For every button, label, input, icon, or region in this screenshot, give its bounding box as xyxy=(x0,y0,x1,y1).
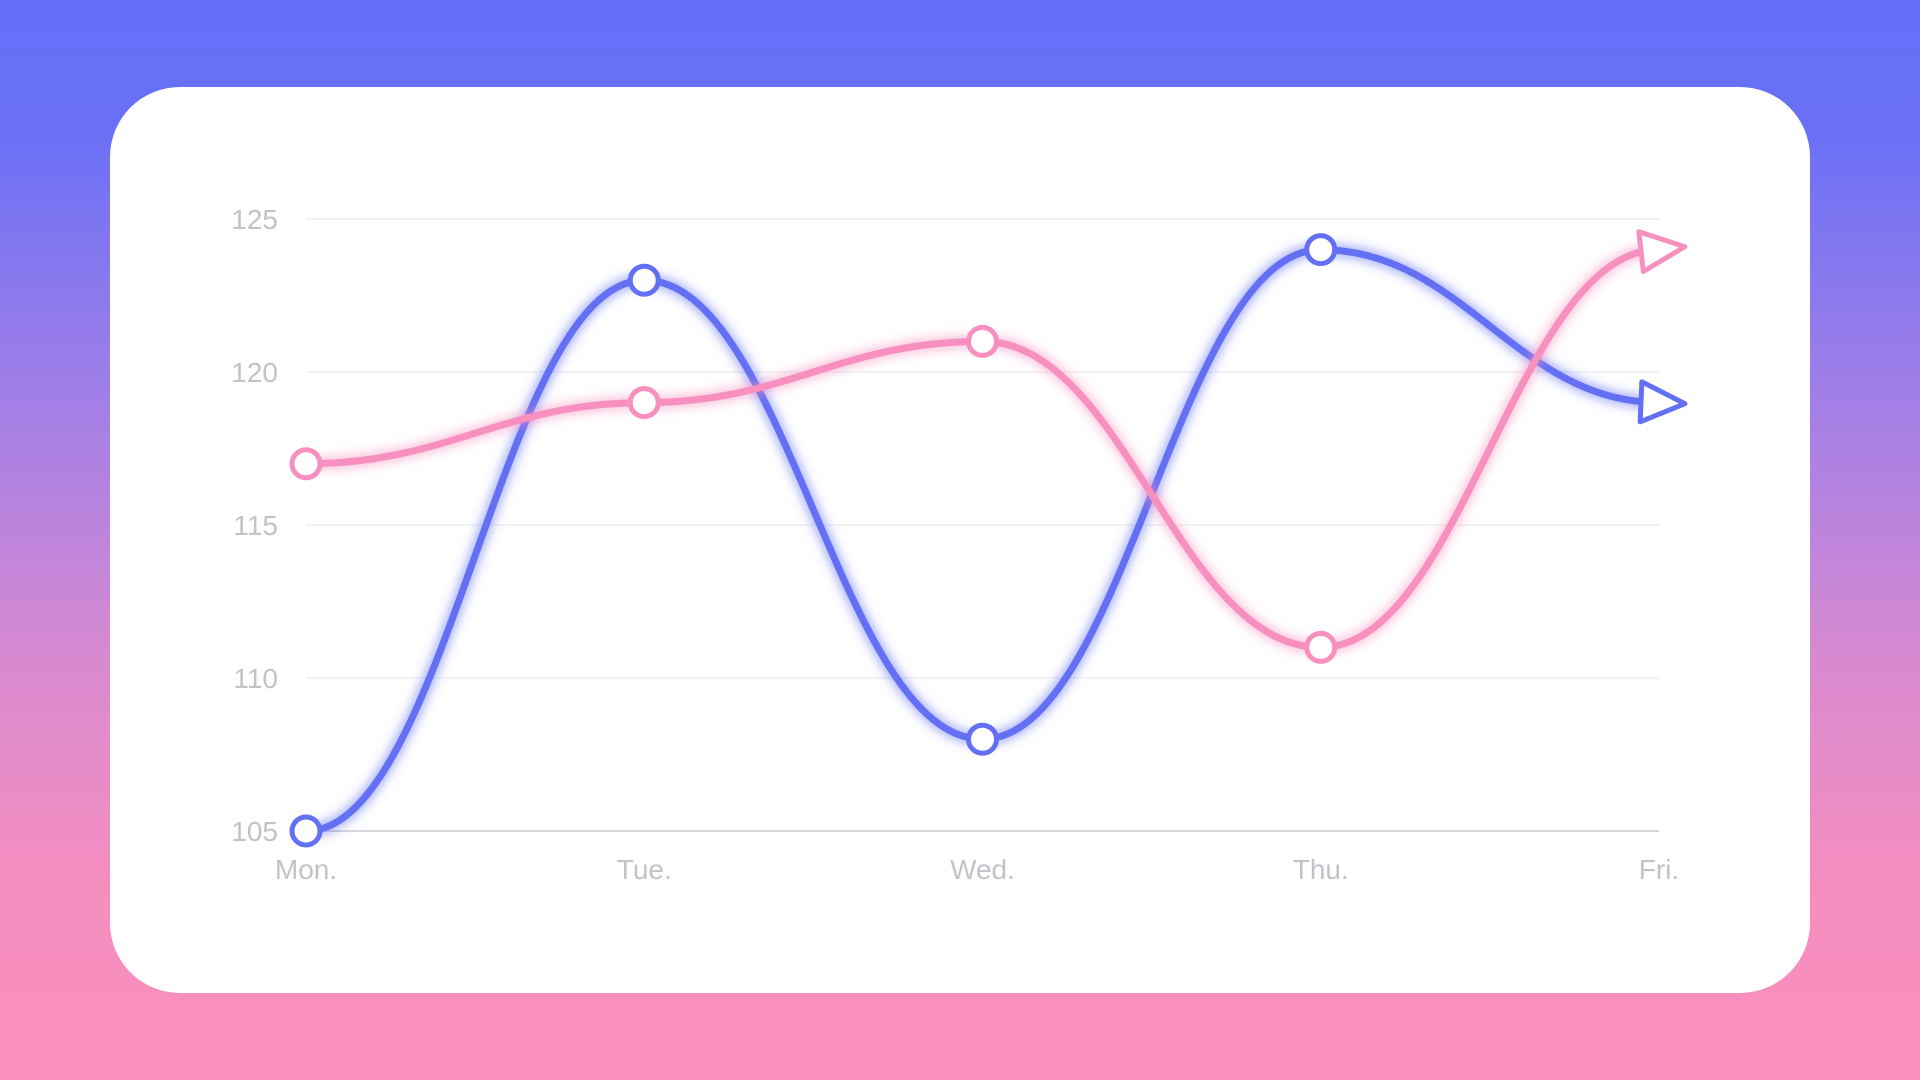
y-tick-label: 110 xyxy=(233,663,278,694)
grid-layer xyxy=(306,218,1659,832)
x-tick-label: Mon. xyxy=(275,854,337,885)
series-arrow-1 xyxy=(1637,379,1688,425)
series-arrow-2 xyxy=(1636,229,1688,274)
data-point-marker xyxy=(1304,233,1338,267)
x-axis-labels: Mon. Tue. Wed. Thu. Fri. xyxy=(275,854,1679,885)
chart-card xyxy=(110,87,1810,993)
series-line-1 xyxy=(302,246,1663,835)
data-point-marker xyxy=(627,386,661,420)
data-point-marker xyxy=(1304,630,1338,664)
data-point-marker xyxy=(627,263,661,297)
y-tick-label: 125 xyxy=(231,204,278,235)
y-axis-labels: 105 110 115 120 125 xyxy=(231,204,278,847)
series-layer xyxy=(302,229,1688,835)
marker-layer xyxy=(289,233,1338,848)
y-tick-label: 105 xyxy=(231,816,278,847)
data-point-marker xyxy=(289,447,323,481)
x-tick-label: Fri. xyxy=(1639,854,1679,885)
y-tick-label: 120 xyxy=(231,357,278,388)
data-point-marker xyxy=(966,722,999,756)
x-tick-label: Thu. xyxy=(1293,854,1349,885)
data-point-marker xyxy=(289,814,323,848)
x-tick-label: Tue. xyxy=(617,854,672,885)
data-point-marker xyxy=(966,324,999,358)
y-tick-label: 115 xyxy=(233,510,278,541)
x-tick-label: Wed. xyxy=(950,854,1015,885)
series-line-2 xyxy=(302,246,1663,651)
